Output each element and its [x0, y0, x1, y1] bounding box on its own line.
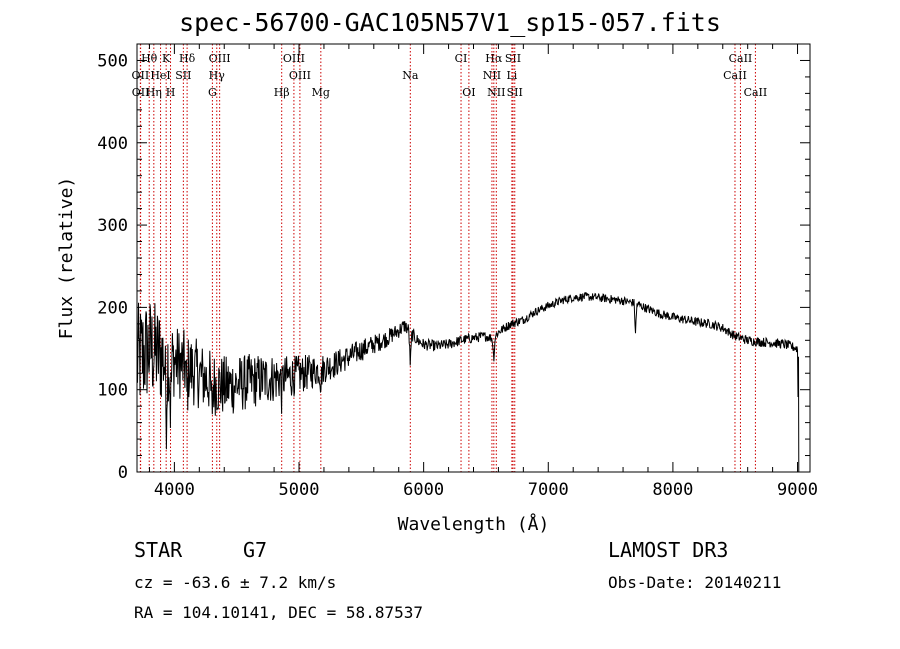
x-tick-label: 7000 — [528, 480, 569, 500]
x-tick-label: 9000 — [777, 480, 818, 500]
x-tick-label: 6000 — [403, 480, 444, 500]
spectrum-line — [136, 292, 800, 473]
line-marker-label: CaII — [729, 52, 753, 65]
line-marker-label: OIII — [283, 52, 305, 65]
line-marker-label: K — [162, 52, 171, 65]
line-marker-label: Hδ — [179, 52, 196, 65]
line-marker-label: Hβ — [274, 86, 290, 99]
survey-name: LAMOST DR3 — [608, 538, 729, 562]
line-marker-label: OIII — [289, 69, 311, 82]
line-marker-label: OII — [132, 86, 150, 99]
line-marker-label: Li — [506, 69, 517, 82]
line-marker-label: Mg — [312, 86, 330, 99]
chart-title: spec-56700-GAC105N57V1_sp15-057.fits — [179, 8, 721, 37]
line-marker-label: NII — [483, 69, 501, 82]
y-tick-label: 100 — [97, 381, 128, 401]
obs-date: Obs-Date: 20140211 — [608, 573, 782, 592]
line-marker-label: NII — [487, 86, 505, 99]
line-marker-label: Hθ — [141, 52, 158, 65]
x-tick-label: 5000 — [279, 480, 320, 500]
subclass: G7 — [243, 538, 268, 562]
line-marker-label: G — [208, 86, 217, 99]
x-tick-label: 4000 — [154, 480, 195, 500]
line-marker-label: Hη — [146, 86, 162, 99]
y-tick-label: 300 — [97, 216, 128, 236]
line-marker-label: SII — [507, 86, 523, 99]
line-marker-label: HeI — [150, 69, 170, 82]
y-axis-label: Flux (relative) — [56, 177, 77, 340]
y-tick-label: 400 — [97, 134, 128, 154]
line-marker-label: Hγ — [209, 69, 226, 82]
line-marker-label: CI — [455, 52, 468, 65]
line-marker-label: CaII — [744, 86, 768, 99]
y-tick-label: 500 — [97, 51, 128, 71]
line-marker-label: OI — [462, 86, 475, 99]
line-marker-label: H — [166, 86, 176, 99]
object-class: STAR — [134, 538, 183, 562]
line-marker-label: OIII — [209, 52, 231, 65]
x-tick-label: 8000 — [652, 480, 693, 500]
velocity-text: cz = -63.6 ± 7.2 km/s — [134, 573, 337, 592]
line-marker-label: Na — [402, 69, 419, 82]
y-tick-label: 200 — [97, 298, 128, 318]
x-axis-label: Wavelength (Å) — [398, 513, 550, 535]
y-tick-label: 0 — [118, 463, 128, 483]
line-marker-label: SII — [175, 69, 191, 82]
coordinates: RA = 104.10141, DEC = 58.87537 — [134, 603, 423, 622]
line-marker-label: SII — [505, 52, 521, 65]
line-marker-label: CaII — [723, 69, 747, 82]
line-marker-label: Hα — [485, 52, 503, 65]
plot-frame — [136, 43, 811, 473]
